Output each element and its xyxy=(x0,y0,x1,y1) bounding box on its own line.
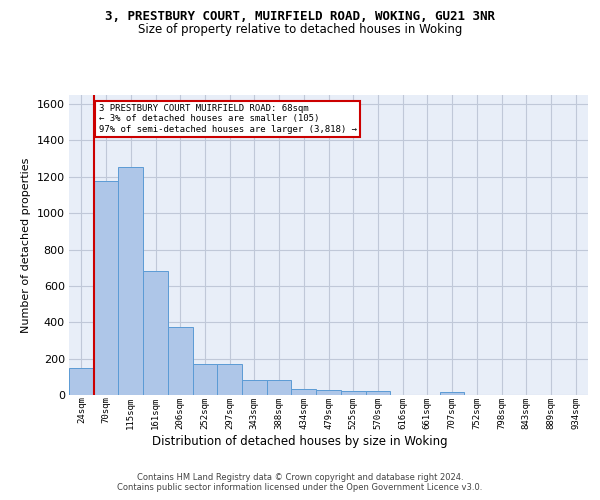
Text: 3, PRESTBURY COURT, MUIRFIELD ROAD, WOKING, GU21 3NR: 3, PRESTBURY COURT, MUIRFIELD ROAD, WOKI… xyxy=(105,10,495,23)
Text: Contains public sector information licensed under the Open Government Licence v3: Contains public sector information licen… xyxy=(118,484,482,492)
Bar xyxy=(242,380,267,395)
Y-axis label: Number of detached properties: Number of detached properties xyxy=(21,158,31,332)
Bar xyxy=(316,390,341,395)
Bar xyxy=(292,388,316,395)
Text: Size of property relative to detached houses in Woking: Size of property relative to detached ho… xyxy=(138,22,462,36)
Bar xyxy=(193,364,217,395)
Bar xyxy=(365,391,390,395)
Bar xyxy=(69,368,94,395)
Bar xyxy=(143,272,168,395)
Bar xyxy=(94,182,118,395)
Bar xyxy=(341,391,365,395)
Bar xyxy=(267,380,292,395)
Bar xyxy=(217,364,242,395)
Bar xyxy=(168,327,193,395)
Bar xyxy=(118,167,143,395)
Text: Contains HM Land Registry data © Crown copyright and database right 2024.: Contains HM Land Registry data © Crown c… xyxy=(137,472,463,482)
Text: Distribution of detached houses by size in Woking: Distribution of detached houses by size … xyxy=(152,435,448,448)
Text: 3 PRESTBURY COURT MUIRFIELD ROAD: 68sqm
← 3% of detached houses are smaller (105: 3 PRESTBURY COURT MUIRFIELD ROAD: 68sqm … xyxy=(98,104,356,134)
Bar xyxy=(440,392,464,395)
